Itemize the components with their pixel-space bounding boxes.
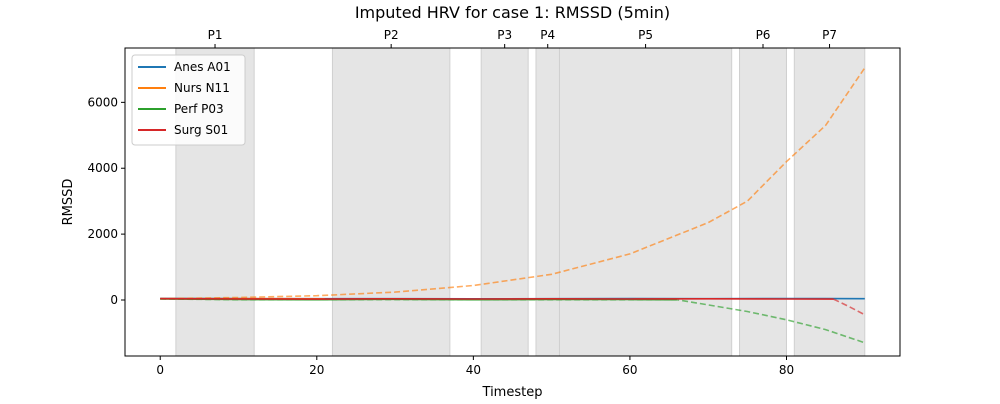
legend-label: Surg S01	[174, 123, 228, 137]
y-axis-label: RMSSD	[61, 179, 76, 226]
chart-title: Imputed HRV for case 1: RMSSD (5min)	[355, 3, 670, 22]
phase-band-p5	[559, 48, 731, 356]
legend-label: Perf P03	[174, 102, 224, 116]
phase-band-p2	[332, 48, 449, 356]
phase-band-p6	[740, 48, 787, 356]
phase-label-p4: P4	[540, 28, 555, 42]
phase-bands: P1 P2 P3 P4 P5 P6 P7	[176, 28, 865, 356]
phase-label-p1: P1	[208, 28, 223, 42]
y-tick-label: 6000	[87, 95, 118, 109]
x-tick-label: 0	[156, 363, 164, 377]
y-tick-label: 4000	[87, 161, 118, 175]
y-tick-label: 2000	[87, 227, 118, 241]
x-tick-label: 40	[466, 363, 481, 377]
y-tick-label: 0	[110, 293, 118, 307]
x-axis-label: Timestep	[482, 385, 543, 400]
x-tick-label: 20	[309, 363, 324, 377]
phase-band-p3	[481, 48, 528, 356]
legend: Anes A01 Nurs N11 Perf P03 Surg S01	[132, 55, 245, 145]
legend-label: Anes A01	[174, 60, 231, 74]
phase-label-p2: P2	[384, 28, 399, 42]
x-tick-label: 60	[622, 363, 637, 377]
phase-label-p3: P3	[497, 28, 512, 42]
phase-band-p4	[536, 48, 559, 356]
legend-label: Nurs N11	[174, 81, 230, 95]
phase-label-p5: P5	[638, 28, 653, 42]
x-tick-label: 80	[779, 363, 794, 377]
phase-label-p6: P6	[756, 28, 771, 42]
phase-label-p7: P7	[822, 28, 837, 42]
